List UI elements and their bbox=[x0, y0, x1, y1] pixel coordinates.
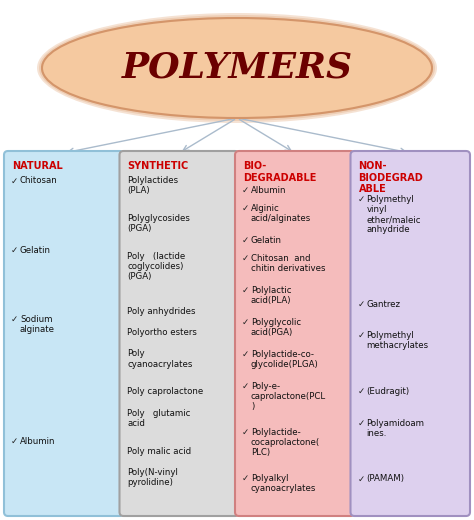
FancyBboxPatch shape bbox=[350, 151, 470, 516]
Text: ✓: ✓ bbox=[357, 419, 365, 427]
Text: Poly caprolactone: Poly caprolactone bbox=[128, 387, 204, 396]
Text: ✓: ✓ bbox=[242, 236, 249, 245]
Text: ✓: ✓ bbox=[242, 186, 249, 195]
Text: Polylactide-co-
glycolide(PLGA): Polylactide-co- glycolide(PLGA) bbox=[251, 350, 319, 369]
Text: ✓: ✓ bbox=[357, 300, 365, 309]
Text: ✓: ✓ bbox=[357, 196, 365, 204]
Text: Sodium
alginate: Sodium alginate bbox=[20, 315, 55, 334]
Text: ✓: ✓ bbox=[11, 437, 18, 446]
Text: Polymethyl
methacrylates: Polymethyl methacrylates bbox=[366, 331, 428, 350]
Text: Polymethyl
vinyl
ether/maleic
anhydride: Polymethyl vinyl ether/maleic anhydride bbox=[366, 196, 421, 235]
Text: ✓: ✓ bbox=[11, 245, 18, 255]
Text: ✓: ✓ bbox=[242, 318, 249, 327]
Ellipse shape bbox=[39, 15, 435, 121]
Text: Polylactic
acid(PLA): Polylactic acid(PLA) bbox=[251, 286, 292, 305]
Text: Poly-e-
caprolactone(PCL
): Poly-e- caprolactone(PCL ) bbox=[251, 382, 326, 411]
Text: ✓: ✓ bbox=[242, 474, 249, 483]
Text: Polyortho esters: Polyortho esters bbox=[128, 328, 197, 337]
Text: Poly(N-vinyl
pyrolidine): Poly(N-vinyl pyrolidine) bbox=[128, 468, 178, 487]
Text: Albumin: Albumin bbox=[20, 437, 55, 446]
Text: Polyglycosides
(PGA): Polyglycosides (PGA) bbox=[128, 214, 191, 233]
Text: ✓: ✓ bbox=[242, 350, 249, 359]
Text: ✓: ✓ bbox=[11, 315, 18, 323]
Text: Polylactides
(PLA): Polylactides (PLA) bbox=[128, 176, 179, 196]
Text: ✓: ✓ bbox=[242, 204, 249, 213]
FancyBboxPatch shape bbox=[119, 151, 239, 516]
Text: Polyglycolic
acid(PGA): Polyglycolic acid(PGA) bbox=[251, 318, 301, 337]
Text: Poly anhydrides: Poly anhydrides bbox=[128, 307, 196, 316]
Text: Poly   glutamic
acid: Poly glutamic acid bbox=[128, 409, 191, 428]
Text: Alginic
acid/alginates: Alginic acid/alginates bbox=[251, 204, 311, 223]
Text: ✓: ✓ bbox=[357, 331, 365, 340]
Text: POLYMERS: POLYMERS bbox=[121, 51, 353, 85]
Ellipse shape bbox=[37, 13, 437, 123]
Ellipse shape bbox=[41, 17, 433, 119]
Text: Albumin: Albumin bbox=[251, 186, 286, 195]
Text: ✓: ✓ bbox=[242, 254, 249, 263]
Text: ✓: ✓ bbox=[242, 428, 249, 437]
FancyBboxPatch shape bbox=[4, 151, 124, 516]
Text: Gelatin: Gelatin bbox=[20, 245, 51, 255]
Text: ✓: ✓ bbox=[242, 286, 249, 295]
Text: BIO-
DEGRADABLE: BIO- DEGRADABLE bbox=[243, 161, 316, 183]
Text: ✓: ✓ bbox=[11, 176, 18, 186]
Text: ✓: ✓ bbox=[242, 382, 249, 391]
Text: Polyamidoam
ines.: Polyamidoam ines. bbox=[366, 419, 425, 438]
Text: SYNTHETIC: SYNTHETIC bbox=[128, 161, 189, 171]
Text: (Eudragit): (Eudragit) bbox=[366, 387, 410, 396]
Text: Poly   (lactide
coglycolides)
(PGA): Poly (lactide coglycolides) (PGA) bbox=[128, 252, 186, 281]
Ellipse shape bbox=[42, 18, 432, 118]
Text: ✓: ✓ bbox=[357, 474, 365, 484]
Text: NON-
BIODEGRAD
ABLE: NON- BIODEGRAD ABLE bbox=[358, 161, 423, 194]
Text: Polyalkyl
cyanoacrylates: Polyalkyl cyanoacrylates bbox=[251, 474, 316, 493]
Text: ✓: ✓ bbox=[357, 387, 365, 396]
Text: Chitosan: Chitosan bbox=[20, 176, 58, 186]
FancyBboxPatch shape bbox=[235, 151, 355, 516]
Text: NATURAL: NATURAL bbox=[12, 161, 63, 171]
Text: Gantrez: Gantrez bbox=[366, 300, 401, 309]
Text: Chitosan  and
chitin derivatives: Chitosan and chitin derivatives bbox=[251, 254, 326, 273]
Text: Poly
cyanoacrylates: Poly cyanoacrylates bbox=[128, 349, 193, 369]
Text: Polylactide-
cocaprolactone(
PLC): Polylactide- cocaprolactone( PLC) bbox=[251, 428, 320, 457]
Text: (PAMAM): (PAMAM) bbox=[366, 474, 404, 484]
Text: Gelatin: Gelatin bbox=[251, 236, 282, 245]
Text: Poly malic acid: Poly malic acid bbox=[128, 447, 191, 456]
